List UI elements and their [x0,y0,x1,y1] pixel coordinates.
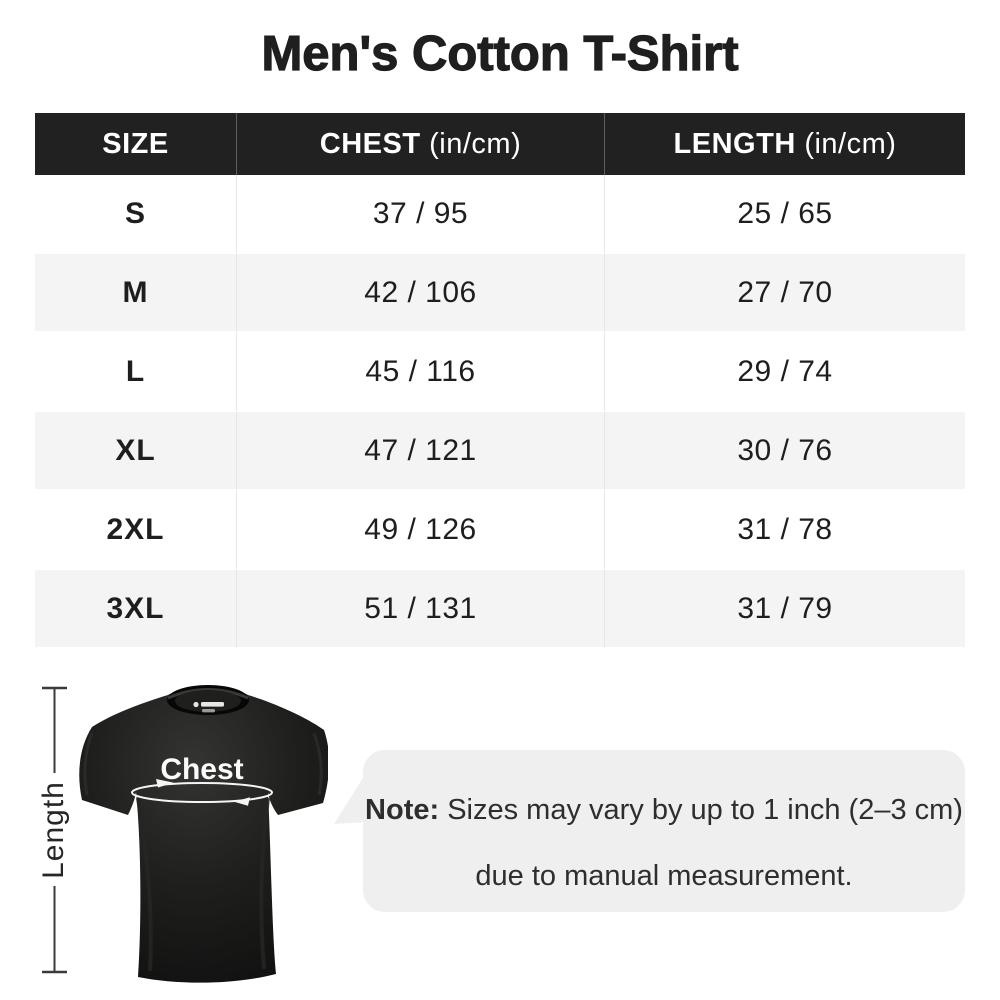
note-bubble-tail [334,770,368,824]
chest-label: Chest [160,753,243,786]
chest-cell: 51 / 131 [237,570,605,649]
table-row: M 42 / 106 27 / 70 [35,254,965,333]
chest-cell: 37 / 95 [237,175,605,254]
length-measure-line [42,686,67,974]
chest-cell: 49 / 126 [237,491,605,570]
table-header-row: SIZE CHEST (in/cm) LENGTH (in/cm) [35,113,965,175]
size-cell: S [35,175,237,254]
collar-inner [175,690,241,712]
table-row: S 37 / 95 25 / 65 [35,175,965,254]
chest-arrow-right [156,779,174,788]
size-header-label: SIZE [102,127,169,160]
size-cell: XL [35,412,237,491]
table-row: XL 47 / 121 30 / 76 [35,412,965,491]
size-cell: 3XL [35,570,237,649]
note-line-1: Note: Sizes may vary by up to 1 inch (2–… [363,777,965,843]
length-cell: 30 / 76 [605,412,965,491]
length-cell: 27 / 70 [605,254,965,333]
chest-header-unit: (in/cm) [429,127,522,160]
tshirt-illustration: Chest [79,685,328,983]
tshirt-body [79,689,328,983]
sleeve-crease-left [83,732,94,796]
fold-shadow-left [136,797,153,972]
note-text-line1: Sizes may vary by up to 1 inch (2–3 cm) [439,794,963,826]
size-cell: L [35,333,237,412]
collar-rim [167,688,249,700]
col-header-length: LENGTH (in/cm) [605,113,965,175]
chest-header-label: CHEST [319,127,421,160]
chest-cell: 47 / 121 [237,412,605,491]
col-header-size: SIZE [35,113,237,175]
chest-cell: 45 / 116 [237,333,605,412]
table-row: L 45 / 116 29 / 74 [35,333,965,412]
note-prefix: Note: [365,794,440,826]
length-cell: 29 / 74 [605,333,965,412]
table-row: 3XL 51 / 131 31 / 79 [35,570,965,649]
length-header-label: LENGTH [673,127,796,160]
length-header-unit: (in/cm) [804,127,897,160]
sleeve-crease-right [312,732,323,796]
fold-shadow-right [259,797,270,970]
size-cell: 2XL [35,491,237,570]
chest-measure-ellipse [131,782,273,803]
length-cell: 25 / 65 [605,175,965,254]
neck-label [193,701,224,713]
page-title: Men's Cotton T-Shirt [261,26,739,81]
table-row: 2XL 49 / 126 31 / 78 [35,491,965,570]
length-label: Length [37,781,70,879]
chest-arrow-left [234,797,250,806]
note-bubble: Note: Sizes may vary by up to 1 inch (2–… [363,750,965,912]
col-header-chest: CHEST (in/cm) [237,113,605,175]
length-cell: 31 / 79 [605,570,965,649]
size-table: SIZE CHEST (in/cm) LENGTH (in/cm) S 37 /… [35,113,965,649]
length-cell: 31 / 78 [605,491,965,570]
note-text-line2: due to manual measurement. [475,860,853,892]
chest-cell: 42 / 106 [237,254,605,333]
size-cell: M [35,254,237,333]
